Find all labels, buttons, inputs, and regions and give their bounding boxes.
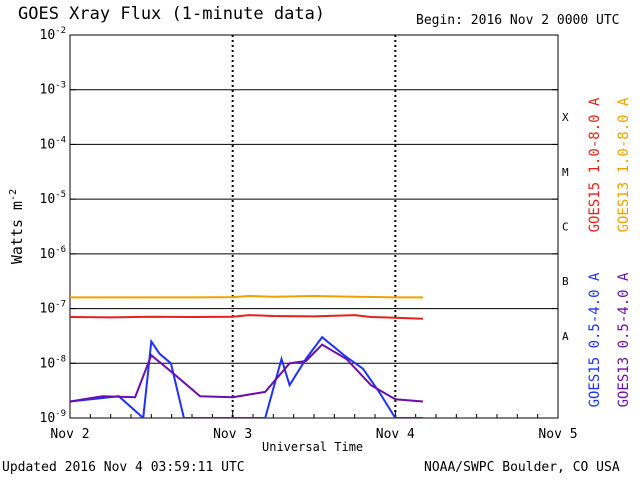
x-tick-label: Nov 5 [538, 427, 577, 442]
series-line [70, 294, 423, 299]
series-line [70, 335, 423, 418]
flare-class-label: X [562, 111, 569, 124]
y-tick-label: 10-7 [40, 300, 67, 317]
legend-entry: GOES15 1.0-8.0 A [587, 97, 603, 232]
flare-class-label: C [562, 221, 569, 234]
y-tick-label: 10-8 [40, 354, 67, 371]
flare-class-label: M [562, 166, 569, 179]
legend-entry: GOES13 0.5-4.0 A [616, 272, 632, 407]
y-tick-label: 10-9 [40, 409, 67, 426]
y-tick-label: 10-6 [40, 245, 67, 262]
chart-title: GOES Xray Flux (1-minute data) [18, 4, 326, 24]
y-tick-label: 10-4 [40, 135, 67, 152]
legend-entry: GOES13 1.0-8.0 A [616, 97, 632, 232]
updated-timestamp: Updated 2016 Nov 4 03:59:11 UTC [2, 460, 245, 475]
begin-time: Begin: 2016 Nov 2 0000 UTC [416, 13, 620, 28]
credit-line: NOAA/SWPC Boulder, CO USA [424, 460, 620, 475]
flare-class-label: B [562, 275, 569, 288]
legend-entry: GOES15 0.5-4.0 A [587, 272, 603, 407]
plot-frame [69, 34, 559, 419]
x-axis-title: Universal Time [262, 440, 364, 454]
y-tick-label: 10-3 [40, 81, 67, 98]
y-tick-label: 10-2 [40, 26, 67, 43]
flare-class-label: A [562, 330, 569, 343]
y-axis-title: Watts m-2 [8, 189, 26, 264]
series-line [70, 343, 424, 403]
x-tick-label: Nov 3 [213, 427, 252, 442]
series-line [70, 314, 424, 320]
x-tick-label: Nov 2 [50, 427, 89, 442]
x-tick-label: Nov 4 [376, 427, 415, 442]
y-tick-label: 10-5 [40, 190, 67, 207]
